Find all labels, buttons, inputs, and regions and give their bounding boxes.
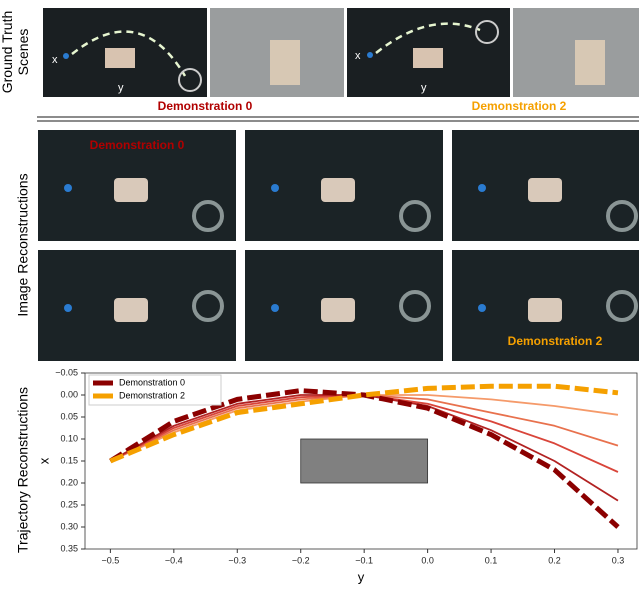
block xyxy=(270,40,300,85)
y-axis-label: x xyxy=(36,457,51,464)
block xyxy=(413,48,443,68)
y-tick-label: 0.10 xyxy=(60,433,78,443)
start xyxy=(271,304,279,312)
start xyxy=(478,184,486,192)
caption: Demonstration 0 xyxy=(158,99,253,113)
x-tick-label: 0.1 xyxy=(485,555,498,565)
label-line: Scenes xyxy=(15,29,31,76)
start xyxy=(367,52,373,58)
x-tick-label: 0.2 xyxy=(548,555,561,565)
y-tick-label: −0.05 xyxy=(55,367,78,377)
start xyxy=(64,304,72,312)
x-tick-label: −0.1 xyxy=(355,555,373,565)
x-axis-label: y xyxy=(358,569,365,584)
section-label: Image Reconstructions xyxy=(15,173,31,316)
figure: Ground TruthScenes x y x y Demonstration… xyxy=(0,0,639,586)
x-tick-label: −0.4 xyxy=(165,555,183,565)
y-tick-label: 0.05 xyxy=(60,411,78,421)
x-tick-label: 0.0 xyxy=(421,555,434,565)
scene-axis-label: y xyxy=(118,82,124,94)
y-tick-label: 0.15 xyxy=(60,455,78,465)
x-tick-label: 0.3 xyxy=(612,555,625,565)
block xyxy=(528,298,562,322)
start xyxy=(478,304,486,312)
x-tick-label: −0.5 xyxy=(101,555,119,565)
legend-label: Demonstration 2 xyxy=(119,390,185,400)
y-tick-label: 0.00 xyxy=(60,389,78,399)
block xyxy=(114,298,148,322)
reconstruction-grid xyxy=(38,130,639,361)
block xyxy=(321,178,355,202)
overlay-caption: Demonstration 0 xyxy=(90,138,185,152)
scene-axis-label: x xyxy=(355,50,361,62)
block xyxy=(105,48,135,68)
scene-axis-label: x xyxy=(52,54,58,66)
y-tick-label: 0.35 xyxy=(60,543,78,553)
scene-axis-label: y xyxy=(421,82,427,94)
y-tick-label: 0.20 xyxy=(60,477,78,487)
block xyxy=(321,298,355,322)
block xyxy=(114,178,148,202)
obstacle xyxy=(301,439,428,483)
x-tick-label: −0.3 xyxy=(228,555,246,565)
start xyxy=(64,184,72,192)
section-label: Ground TruthScenes xyxy=(0,11,31,94)
block xyxy=(528,178,562,202)
label-line: Ground Truth xyxy=(0,11,15,94)
block xyxy=(575,40,605,85)
section-label: Trajectory Reconstructions xyxy=(15,387,31,553)
start xyxy=(63,53,69,59)
start xyxy=(271,184,279,192)
y-tick-label: 0.25 xyxy=(60,499,78,509)
x-tick-label: −0.2 xyxy=(292,555,310,565)
y-tick-label: 0.30 xyxy=(60,521,78,531)
overlay-caption: Demonstration 2 xyxy=(508,334,603,348)
legend-label: Demonstration 0 xyxy=(119,377,185,387)
page: {"ground_truth":{"label":["Ground Truth"… xyxy=(0,0,639,586)
caption: Demonstration 2 xyxy=(472,99,567,113)
